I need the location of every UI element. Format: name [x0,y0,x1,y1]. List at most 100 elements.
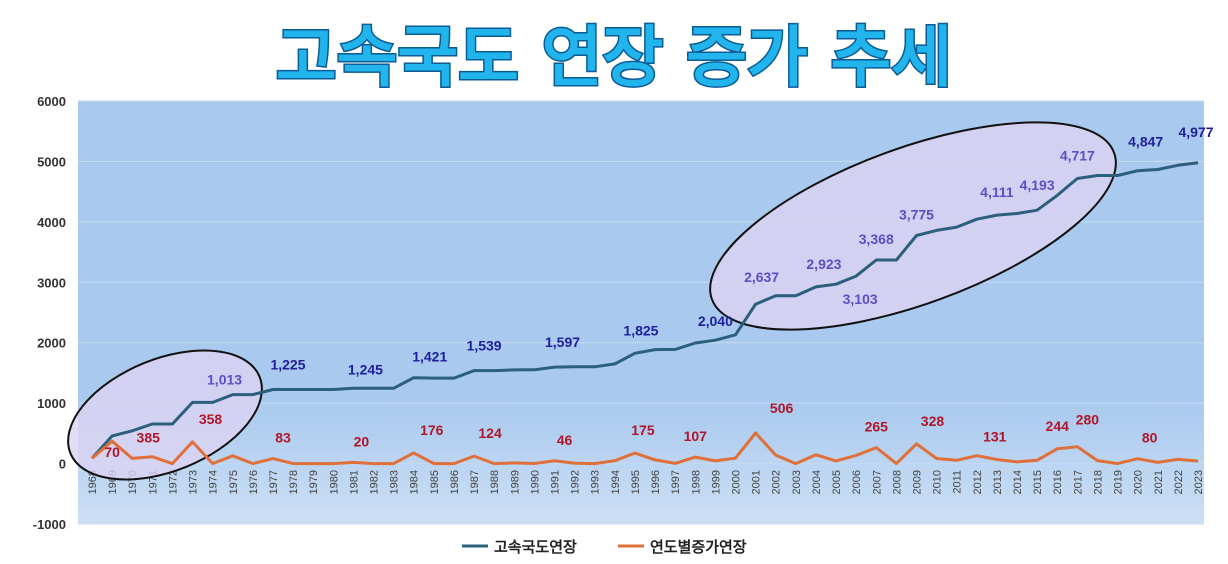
x-tick-label: 2021 [1153,470,1165,494]
x-tick-label: 1999 [710,470,722,494]
x-tick-label: 1994 [610,470,622,494]
total-data-label: 4,977 [1178,124,1213,140]
x-tick-label: 2012 [972,470,984,494]
total-data-label: 1,421 [412,349,447,365]
x-tick-label: 1986 [449,470,461,494]
y-tick-label: -1000 [33,517,66,532]
total-data-label: 2,040 [698,313,733,329]
x-tick-label: 2018 [1092,470,1104,494]
increase-data-label: 265 [865,419,889,435]
legend-label-total: 고속국도연장 [494,538,577,556]
y-tick-label: 2000 [37,336,66,351]
total-data-label: 3,775 [899,206,934,222]
x-tick-label: 1983 [389,470,401,494]
x-tick-label: 2005 [831,470,843,494]
increase-data-label: 244 [1046,418,1070,434]
x-tick-label: 2000 [730,470,742,494]
highlight-ellipses [67,121,1117,481]
increase-data-label: 80 [1142,430,1158,446]
x-tick-label: 1980 [328,470,340,494]
x-tick-label: 2010 [932,470,944,494]
increase-data-label: 70 [104,444,120,460]
x-tick-label: 1997 [670,470,682,494]
x-tick-label: 1968 [87,470,99,494]
total-data-label: 1,013 [207,371,242,387]
grid [78,100,1204,525]
x-tick-label: 2001 [751,470,763,494]
x-tick-label: 1982 [369,470,381,494]
increase-data-label: 46 [557,432,573,448]
legend: 고속국도연장 연도별증가연장 [462,538,747,556]
chart-title: 고속국도 연장 증가 추세 [276,19,952,96]
x-tick-label: 1996 [650,470,662,494]
increase-data-label: 131 [983,429,1007,445]
total-data-label: 3,368 [859,231,894,247]
total-data-label: 1,597 [545,334,580,350]
x-tick-label: 2014 [1012,470,1024,494]
highlight-ellipse-early [67,349,263,481]
y-tick-label: 3000 [37,275,66,290]
increase-data-label: 124 [478,425,502,441]
x-tick-label: 2008 [891,470,903,494]
x-tick-label: 2004 [811,470,823,494]
x-tick-label: 2022 [1173,470,1185,494]
total-data-label: 1,539 [467,338,502,354]
increase-data-label: 385 [137,429,161,445]
x-tick-label: 2006 [851,470,863,494]
x-tick-label: 1988 [489,470,501,494]
increase-data-label: 175 [631,422,655,438]
x-tick-label: 1976 [248,470,260,494]
x-tick-label: 1985 [429,470,441,494]
x-tick-label: 1972 [167,470,179,494]
increase-data-label: 280 [1076,412,1100,428]
series-line-increase [91,431,1199,466]
series-lines [90,161,1199,466]
x-tick-label: 2003 [791,470,803,494]
x-tick-label: 2009 [911,470,923,494]
x-tick-label: 2007 [871,470,883,494]
x-tick-label: 2023 [1193,470,1205,494]
data-labels: 1,013 1,225 1,245 1,421 1,539 1,597 1,825 2,040… [104,124,1213,460]
x-tick-label: 2017 [1072,470,1084,494]
increase-data-label: 506 [770,400,794,416]
x-tick-label: 1991 [550,470,562,494]
x-tick-label: 1979 [308,470,320,494]
total-data-label: 1,245 [348,361,383,377]
y-tick-label: 1000 [37,396,66,411]
y-tick-label: 6000 [37,94,66,109]
y-tick-label: 4000 [37,215,66,230]
x-tick-label: 1974 [208,470,220,494]
x-axis: 1968 1969 1970 1971 1972 1973 1974 1975 1976 1977… [87,470,1205,494]
series-line-total [90,161,1199,460]
increase-data-label: 176 [420,422,444,438]
x-tick-label: 2015 [1032,470,1044,494]
x-tick-label: 1990 [529,470,541,494]
total-data-label: 4,717 [1060,148,1095,164]
increase-data-label: 83 [275,430,291,446]
x-tick-label: 1989 [509,470,521,494]
x-tick-label: 1998 [690,470,702,494]
total-data-label: 4,847 [1128,134,1163,150]
increase-data-label: 358 [199,411,223,427]
x-tick-label: 1987 [469,470,481,494]
x-tick-label: 1978 [288,470,300,494]
x-tick-label: 2013 [992,470,1004,494]
x-tick-label: 1981 [348,470,360,494]
x-tick-label: 1995 [630,470,642,494]
x-tick-label: 1984 [409,470,421,494]
y-tick-label: 0 [59,457,66,472]
x-tick-label: 2019 [1113,470,1125,494]
y-tick-label: 5000 [37,154,66,169]
x-tick-label: 2011 [952,470,964,494]
x-tick-label: 2002 [771,470,783,494]
x-tick-label: 1973 [188,470,200,494]
y-axis: 6000 5000 4000 3000 2000 1000 0 -1000 [33,94,66,532]
total-data-label: 2,923 [806,256,841,272]
increase-data-label: 328 [921,413,945,429]
x-tick-label: 1993 [590,470,602,494]
x-tick-label: 1975 [228,470,240,494]
total-data-label: 3,103 [843,291,878,307]
total-data-label: 1,225 [270,357,305,373]
